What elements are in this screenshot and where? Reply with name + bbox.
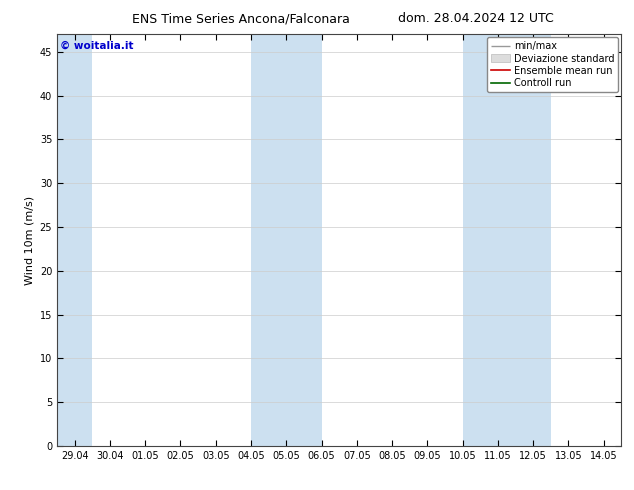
- Text: © woitalia.it: © woitalia.it: [60, 41, 133, 50]
- Text: ENS Time Series Ancona/Falconara: ENS Time Series Ancona/Falconara: [132, 12, 350, 25]
- Legend: min/max, Deviazione standard, Ensemble mean run, Controll run: min/max, Deviazione standard, Ensemble m…: [487, 37, 618, 92]
- Bar: [57, 34, 93, 446]
- Bar: [251, 34, 321, 446]
- Y-axis label: Wind 10m (m/s): Wind 10m (m/s): [24, 196, 34, 285]
- Text: dom. 28.04.2024 12 UTC: dom. 28.04.2024 12 UTC: [398, 12, 553, 25]
- Bar: [463, 34, 551, 446]
